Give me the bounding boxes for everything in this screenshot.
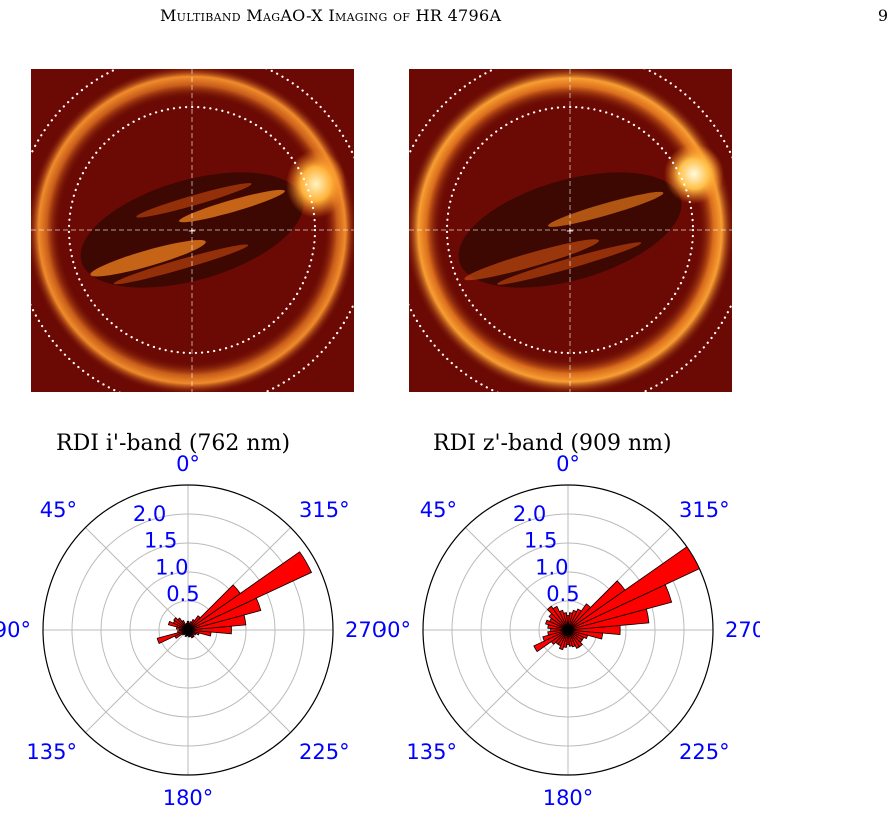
polar-bar bbox=[567, 580, 626, 631]
polar-bar bbox=[187, 584, 241, 631]
polar-bar bbox=[567, 546, 700, 631]
polar-outer-circle bbox=[422, 484, 714, 776]
angular-tick-label: 135° bbox=[26, 740, 77, 764]
angular-tick-label: 45° bbox=[420, 498, 457, 522]
polar-chart-z-band: 0.5 1.01.5 2.0 0° 45° 90° 135° 180° 225° 270° 315° bbox=[380, 452, 760, 810]
angular-tick-label: 225° bbox=[679, 740, 730, 764]
polar-bar bbox=[548, 613, 569, 631]
angular-tick-label: 315° bbox=[299, 498, 350, 522]
angular-gridline bbox=[85, 527, 189, 631]
radial-tick-label: 1.5 bbox=[524, 529, 557, 553]
angular-tick-label: 180° bbox=[543, 786, 594, 810]
radial-tick-label: 1.0 bbox=[535, 555, 568, 579]
angular-tick-label: 0° bbox=[176, 452, 200, 476]
polar-bar bbox=[547, 624, 569, 631]
polar-bar bbox=[533, 629, 569, 653]
disk-image-i-band: + bbox=[31, 69, 354, 392]
angular-tick-label: 270° bbox=[725, 618, 760, 642]
polar-bar bbox=[545, 619, 569, 631]
bright-ansa bbox=[286, 150, 346, 218]
bright-ansa bbox=[664, 144, 724, 204]
angular-tick-label: 315° bbox=[679, 498, 730, 522]
polar-bar bbox=[558, 629, 569, 651]
angular-tick-label: 90° bbox=[0, 618, 31, 642]
polar-bar bbox=[167, 620, 189, 631]
running-header: Multiband MagAO-X Imaging of HR 4796A 9 bbox=[0, 6, 896, 30]
polar-bar bbox=[187, 551, 313, 631]
radial-tick-label: 2.0 bbox=[513, 502, 546, 526]
radial-tick-label: 1.0 bbox=[155, 555, 188, 579]
disk-image-z-band: + bbox=[409, 69, 732, 392]
star-marker: + bbox=[566, 226, 574, 237]
star-marker: + bbox=[188, 226, 196, 237]
polar-bar bbox=[173, 617, 189, 631]
angular-gridline bbox=[567, 629, 671, 733]
page-number: 9 bbox=[877, 6, 888, 25]
polar-chart-i-band: 0.5 1.01.5 2.0 0° 45° 90° 135° 180° 225° 270° 315° bbox=[0, 452, 380, 810]
polar-bar bbox=[546, 605, 569, 631]
polar-bar bbox=[550, 629, 569, 645]
polar-bar bbox=[567, 608, 582, 631]
polar-bar bbox=[563, 629, 569, 648]
polar-bar bbox=[567, 612, 573, 631]
running-title: Multiband MagAO-X Imaging of HR 4796A bbox=[160, 6, 502, 25]
polar-outer-circle bbox=[42, 484, 334, 776]
polar-bar bbox=[567, 629, 583, 648]
polar-bar bbox=[567, 603, 592, 631]
polar-bar bbox=[187, 622, 191, 631]
polar-bar bbox=[187, 615, 201, 631]
radial-tick-label: 0.5 bbox=[546, 582, 579, 606]
angular-tick-label: 135° bbox=[406, 740, 457, 764]
radial-tick-label: 0.5 bbox=[166, 582, 199, 606]
angular-gridline bbox=[187, 629, 291, 733]
polar-title-z-band: RDI z'-band (909 nm) bbox=[433, 431, 672, 456]
angular-tick-label: 180° bbox=[163, 786, 214, 810]
angular-gridline bbox=[85, 629, 189, 733]
radial-tick-label: 1.5 bbox=[144, 529, 177, 553]
angular-gridline bbox=[465, 629, 569, 733]
radial-tick-label: 2.0 bbox=[133, 502, 166, 526]
angular-tick-label: 0° bbox=[556, 452, 580, 476]
polar-bar bbox=[567, 609, 578, 631]
angular-tick-label: 225° bbox=[299, 740, 350, 764]
angular-tick-label: 45° bbox=[40, 498, 77, 522]
angular-tick-label: 90° bbox=[380, 618, 411, 642]
angular-tick-label: 270° bbox=[345, 618, 380, 642]
polar-bar bbox=[176, 626, 189, 631]
polar-title-i-band: RDI i'-band (762 nm) bbox=[56, 431, 291, 456]
